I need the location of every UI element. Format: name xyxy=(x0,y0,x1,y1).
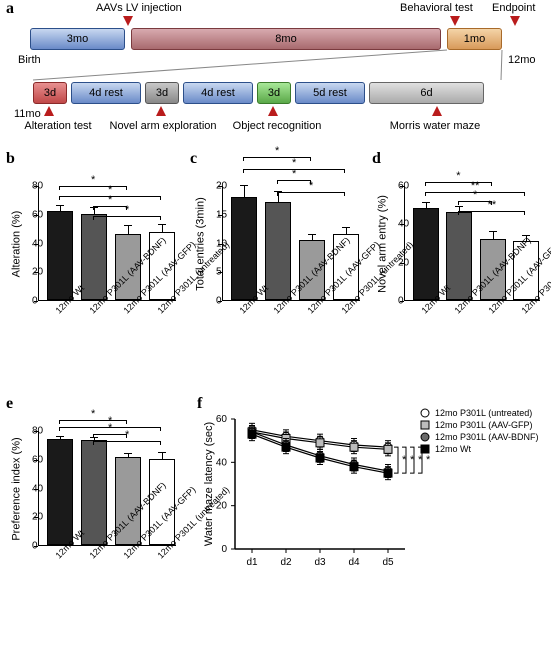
arrow-icon xyxy=(44,106,54,116)
svg-text:d2: d2 xyxy=(280,557,292,568)
svg-text:20: 20 xyxy=(216,501,228,512)
svg-text:*: * xyxy=(426,454,431,466)
arrow-icon xyxy=(123,16,133,26)
arrow-icon xyxy=(510,16,520,26)
svg-text:d5: d5 xyxy=(382,557,394,568)
timeline-box: 4d rest xyxy=(71,82,141,104)
panel-a-label: a xyxy=(6,0,14,18)
panel-d: dNovel arm entry (%)020406012mo Wt12mo P… xyxy=(370,150,550,380)
timeline-box: 3d xyxy=(257,82,291,104)
timeline-box: 3mo xyxy=(30,28,125,50)
timeline-box: 1mo xyxy=(447,28,502,50)
annot-behavior: Behavioral test xyxy=(400,2,473,14)
panel-b: bAlteration (%)02040608012mo Wt12mo P301… xyxy=(4,150,186,380)
caption: Alteration test xyxy=(14,120,102,132)
annot-injection: AAVs LV injection xyxy=(96,2,182,14)
timeline-box: 6d xyxy=(369,82,484,104)
svg-text:d3: d3 xyxy=(314,557,326,568)
arrow-icon xyxy=(450,16,460,26)
timeline-box: 8mo xyxy=(131,28,441,50)
arrow-icon xyxy=(156,106,166,116)
timeline-box: 3d xyxy=(33,82,67,104)
annot-endpoint: Endpoint xyxy=(492,2,535,14)
timeline-row-1: 3mo 8mo 1mo xyxy=(30,28,502,50)
arrow-icon xyxy=(432,106,442,116)
panel-c: cTotal entries (3min)0510152012mo Wt12mo… xyxy=(188,150,370,380)
svg-text:0: 0 xyxy=(221,544,227,555)
svg-text:40: 40 xyxy=(216,457,228,468)
caption: Object recognition xyxy=(224,120,330,132)
arrow-icon xyxy=(268,106,278,116)
eleven-mo-label: 11mo xyxy=(14,108,41,120)
timeline-box: 3d xyxy=(145,82,179,104)
timeline-row-2: 3d 4d rest 3d 4d rest 3d 5d rest 6d xyxy=(33,82,484,104)
caption: Novel arm exploration xyxy=(100,120,226,132)
svg-text:d4: d4 xyxy=(348,557,360,568)
svg-text:60: 60 xyxy=(216,414,228,425)
svg-text:d1: d1 xyxy=(246,557,258,568)
timeline-box: 4d rest xyxy=(183,82,253,104)
panel-f: fWater maze latency (sec)12mo P301L (unt… xyxy=(195,395,547,650)
panel-e: ePreference index (%)02040608012mo Wt12m… xyxy=(4,395,186,650)
timeline-box: 5d rest xyxy=(295,82,365,104)
caption: Morris water maze xyxy=(376,120,494,132)
panel-a: a AAVs LV injection Behavioral test Endp… xyxy=(0,0,551,148)
connector-lines xyxy=(0,50,551,82)
